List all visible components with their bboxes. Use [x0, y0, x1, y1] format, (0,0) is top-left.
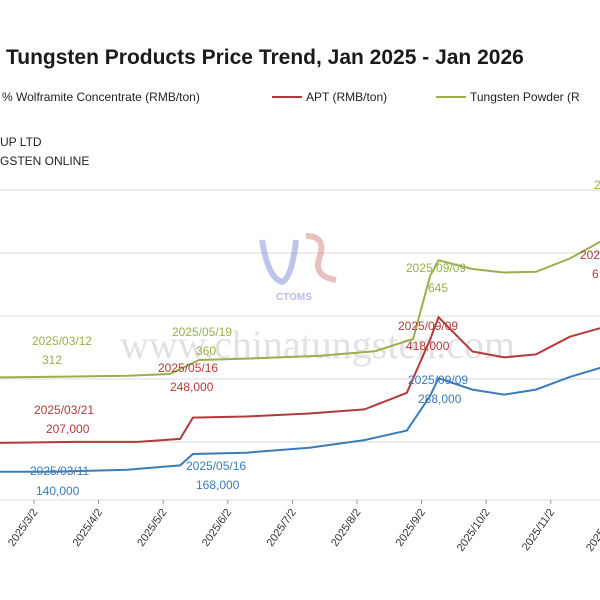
- source-line-1: UP LTD: [0, 135, 42, 149]
- logo-text: CTOMS: [276, 292, 312, 303]
- x-tick-label-4: 2025/7/2: [264, 507, 298, 549]
- x-tick-label-9: 2025/12/2: [584, 507, 600, 554]
- annotation-1-2-date: 2025/09/09: [398, 319, 458, 333]
- x-tick-label-6: 2025/9/2: [394, 507, 428, 549]
- annotation-0-1-date: 2025/05/16: [186, 459, 246, 473]
- x-tick-label-8: 2025/11/2: [520, 507, 557, 553]
- watermark-logo: CTOMS: [259, 233, 337, 303]
- series-line-2: [0, 240, 600, 379]
- annotation-2-1-date: 2025/05/19: [172, 325, 232, 339]
- x-tick-label-1: 2025/4/2: [71, 507, 105, 549]
- x-tick-label-2: 2025/5/2: [135, 507, 169, 549]
- annotation-1-0-value: 207,000: [46, 422, 90, 436]
- legend-label-2: Tungsten Powder (R: [470, 90, 580, 104]
- series-line-0: [0, 366, 600, 473]
- annotation-2-1-value: 360: [196, 344, 216, 358]
- annotation-2-0-date: 2025/03/12: [32, 334, 92, 348]
- x-tick-label-3: 2025/6/2: [200, 507, 234, 549]
- annotation-2-2-value: 645: [428, 281, 448, 295]
- annotation-0-2-value: 288,000: [418, 392, 462, 406]
- annotation-0-1-value: 168,000: [196, 478, 240, 492]
- series-line-1: [0, 315, 600, 444]
- annotation-1-2-value: 418,000: [406, 339, 450, 353]
- annotation-0-0-value: 140,000: [36, 484, 80, 498]
- logo-right-stroke: [305, 233, 337, 283]
- legend-label-1: APT (RMB/ton): [306, 90, 387, 104]
- annotation-1-3-value: 6: [592, 267, 599, 281]
- annotation-1-3-date: 202: [580, 248, 600, 262]
- annotation-1-1-value: 248,000: [170, 380, 214, 394]
- x-tick-label-0: 2025/3/2: [6, 507, 40, 549]
- legend-label-0: % Wolframite Concentrate (RMB/ton): [2, 90, 200, 104]
- plot-area: CTOMSwww.chinatungsten.com2025/03/11140,…: [0, 178, 600, 554]
- annotation-0-0-date: 2025/03/11: [30, 464, 89, 478]
- annotation-1-0-date: 2025/03/21: [34, 403, 94, 417]
- x-tick-label-5: 2025/8/2: [329, 507, 363, 549]
- x-tick-label-7: 2025/10/2: [455, 507, 493, 554]
- source-line-2: GSTEN ONLINE: [0, 154, 89, 168]
- annotation-2-3-date: 2: [594, 178, 600, 192]
- chart-title: Tungsten Products Price Trend, Jan 2025 …: [6, 46, 524, 69]
- annotation-2-2-date: 2025/09/09: [406, 261, 466, 275]
- annotation-1-1-date: 2025/05/16: [158, 361, 218, 375]
- logo-left-stroke: [259, 239, 299, 286]
- annotation-0-2-date: 2025/09/09: [408, 373, 468, 387]
- legend: % Wolframite Concentrate (RMB/ton) APT (…: [2, 90, 580, 104]
- annotation-2-0-value: 312: [42, 353, 62, 367]
